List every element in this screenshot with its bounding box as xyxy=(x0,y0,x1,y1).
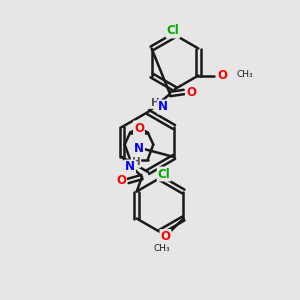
Text: O: O xyxy=(186,85,196,98)
Text: H: H xyxy=(151,98,159,108)
Text: N: N xyxy=(158,100,168,113)
Text: Cl: Cl xyxy=(158,167,170,181)
Text: N: N xyxy=(125,160,135,173)
Text: O: O xyxy=(160,230,170,243)
Text: Cl: Cl xyxy=(167,25,179,38)
Text: O: O xyxy=(218,69,227,82)
Text: H: H xyxy=(132,157,140,167)
Text: N: N xyxy=(134,142,144,155)
Text: CH₃: CH₃ xyxy=(153,244,170,253)
Text: CH₃: CH₃ xyxy=(236,70,253,79)
Text: O: O xyxy=(134,122,144,134)
Text: O: O xyxy=(116,175,126,188)
